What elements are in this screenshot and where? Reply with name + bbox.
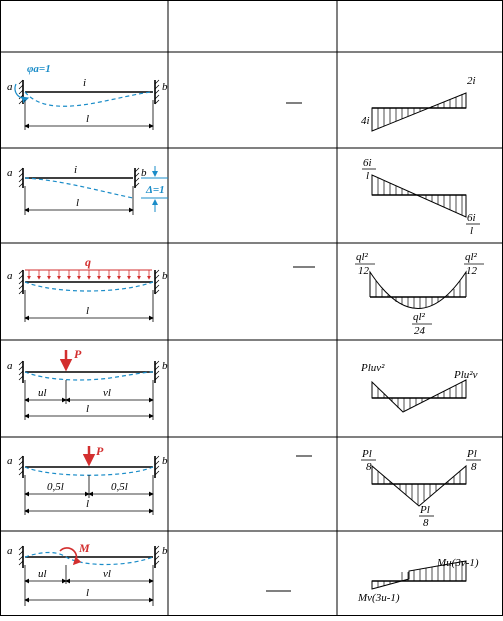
row6-label-left-seg: ul: [38, 568, 47, 580]
row6-moment-left: Mv(3u-1): [357, 592, 400, 604]
row1-label-a: a: [7, 81, 13, 93]
row4-label-a: a: [7, 360, 13, 372]
row6-label-load: M: [78, 541, 90, 555]
row2-moment-left-den: l: [366, 170, 369, 182]
row6-label-b: b: [162, 545, 168, 557]
row2-moment-right-num: 6i: [467, 212, 476, 224]
row3-moment-diagram: [369, 270, 467, 309]
row6-label-a: a: [7, 545, 13, 557]
row6-label-l: l: [86, 587, 89, 599]
row6-moment-right: Mu(3v-1): [436, 557, 479, 569]
row2-moment-diagram: [371, 174, 467, 218]
row3-label-l: l: [86, 305, 89, 317]
row2-label-i: i: [74, 164, 77, 176]
row1-moment-diagram: [371, 92, 467, 132]
row5-label-load: P: [96, 444, 104, 458]
row4-beam-scheme: [18, 350, 160, 420]
row1-moment-right: 2i: [467, 75, 476, 87]
row5-label-a: a: [7, 455, 13, 467]
row2-label-l: l: [76, 197, 79, 209]
row5-moment-left-den: 8: [366, 461, 372, 473]
row5-label-l: l: [86, 498, 89, 510]
row2-beam-scheme: [18, 166, 168, 215]
row4-moment-diagram: [371, 379, 467, 413]
row1-moment-left: 4i: [361, 115, 370, 127]
row3-label-load: q: [85, 255, 91, 269]
row5-moment-right-num: Pl: [466, 448, 477, 460]
row3-label-b: b: [162, 270, 168, 282]
row5-beam-scheme: [18, 446, 160, 515]
row4-label-b: b: [162, 360, 168, 372]
row2-label-displacement: Δ=1: [145, 184, 165, 196]
row1-label-l: l: [86, 113, 89, 125]
row5-moment-mid-den: 8: [423, 517, 429, 529]
row1-beam-scheme: [14, 79, 160, 130]
row3-beam-scheme: [18, 269, 160, 322]
row5-moment-left-num: Pl: [361, 448, 372, 460]
row5-moment-mid-num: Pl: [419, 504, 430, 516]
row5-label-right-seg: 0,5l: [111, 481, 128, 493]
row1-label-i: i: [83, 77, 86, 89]
row1-label-rotation: φa=1: [27, 63, 51, 75]
row2-moment-right-den: l: [470, 225, 473, 237]
row6-moment-diagram: [371, 560, 467, 590]
row4-moment-left: Pluv²: [360, 362, 385, 374]
row5-label-b: b: [162, 455, 168, 467]
row3-moment-left-num: ql²: [356, 251, 369, 263]
row5-label-left-seg: 0,5l: [47, 481, 64, 493]
row1-label-b: b: [162, 81, 168, 93]
row3-moment-mid-num: ql²: [413, 311, 426, 323]
row5-moment-diagram: [371, 464, 467, 507]
row6-label-right-seg: vl: [103, 568, 111, 580]
row3-moment-right-num: ql²: [465, 251, 478, 263]
row2-moment-left-num: 6i: [363, 157, 372, 169]
row3-label-a: a: [7, 270, 13, 282]
row4-label-l: l: [86, 403, 89, 415]
row2-label-a: a: [7, 167, 13, 179]
row4-moment-right: Plu²v: [453, 369, 478, 381]
row3-moment-left-den: 12: [358, 265, 370, 277]
row4-label-right-seg: vl: [103, 387, 111, 399]
row3-moment-right-den: 12: [466, 265, 478, 277]
row5-moment-right-den: 8: [471, 461, 477, 473]
row4-label-left-seg: ul: [38, 387, 47, 399]
row6-beam-scheme: [18, 545, 160, 606]
row4-label-load: P: [74, 347, 82, 361]
row2-label-b: b: [141, 167, 147, 179]
row3-moment-mid-den: 24: [414, 325, 426, 337]
